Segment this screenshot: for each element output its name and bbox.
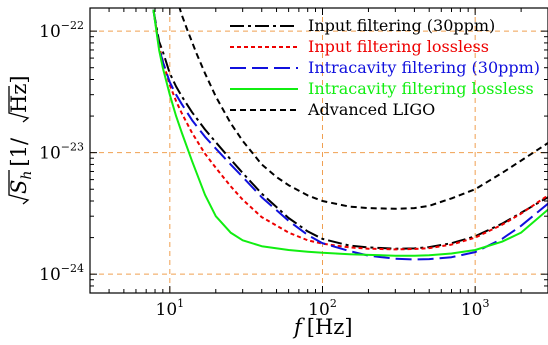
ylabel-unit-sqrt-sign [8,86,30,123]
x-tick-label-1: 102 [308,297,337,320]
ylabel-subscript: h [19,171,35,180]
series-line-0 [152,9,548,250]
axis-ticks [89,8,548,294]
y-axis-label: Sh [1/ Hz] [7,75,35,205]
plot-frame [89,7,548,294]
x-tick-label-2: 103 [461,297,490,320]
legend-label-3: Intracavity filtering lossless [308,79,534,98]
y-tick-label-2: 10−24 [39,262,84,285]
legend-label-2: Intracavity filtering (30ppm) [308,58,540,77]
ylabel-unit-close: ] [7,75,31,83]
series-group [152,8,548,261]
y-tick-label-1: 10−23 [39,141,84,164]
legend-label-0: Input filtering (30ppm) [308,16,495,35]
series-line-3 [152,9,548,257]
xlabel-symbol: f [292,315,305,339]
legend-label-1: Input filtering lossless [308,37,489,56]
legend-label-4: Advanced LIGO [307,100,435,119]
svg-text:Sh[1/: Sh [1/ [7,137,35,194]
series-line-2 [152,9,548,261]
grid [90,8,548,293]
ylabel-symbol: S [7,180,31,194]
legend: Input filtering (30ppm) Input filtering l… [230,16,540,119]
x-axis-label: f [Hz] [292,315,353,339]
ylabel-unit-open: [1/ [7,137,31,167]
svg-text:Hz]: Hz] [7,75,31,113]
tick-labels: 101 102 103 10−22 10−23 10−24 [39,19,489,320]
ylabel-sqrt-sign [8,170,30,205]
y-tick-label-0: 10−22 [39,19,84,42]
ylabel-unit-inner: Hz [7,84,31,113]
xlabel-unit: [Hz] [307,315,353,339]
x-tick-label-0: 101 [156,297,185,320]
series-line-4 [178,8,548,210]
series-line-1 [152,9,548,251]
